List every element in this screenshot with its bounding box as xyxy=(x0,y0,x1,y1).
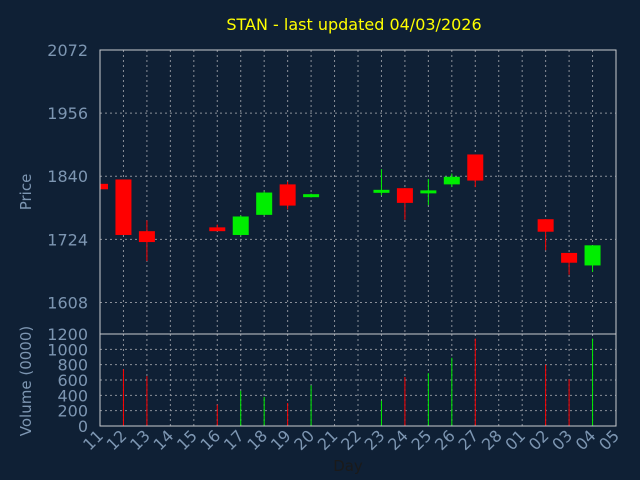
candle-body xyxy=(537,219,554,232)
candle-body xyxy=(396,188,413,203)
price-tick-label: 1956 xyxy=(47,104,88,123)
volume-tick-label: 0 xyxy=(78,417,88,436)
candle-body xyxy=(256,192,273,215)
volume-tick-label: 200 xyxy=(57,402,88,421)
price-tick-label: 1840 xyxy=(47,167,88,186)
candle-body xyxy=(209,227,226,232)
volume-tick-label: 800 xyxy=(57,356,88,375)
candle-body xyxy=(279,184,296,206)
x-axis-title: Day xyxy=(333,457,363,475)
x-tick-label: 05 xyxy=(595,426,623,454)
volume-axis-title: Volume (0000) xyxy=(17,326,35,436)
candle-body xyxy=(443,176,460,185)
volume-panel-frame xyxy=(99,333,617,427)
price-axis-title: Price xyxy=(17,174,35,211)
volume-tick-label: 1200 xyxy=(47,325,88,344)
candle-body xyxy=(115,179,132,235)
candle-body xyxy=(138,231,155,243)
candle-body xyxy=(303,194,320,198)
price-tick-label: 1608 xyxy=(47,293,88,312)
price-tick-label: 2072 xyxy=(47,41,88,60)
candle-body xyxy=(561,252,578,263)
candle-body xyxy=(232,216,249,235)
volume-tick-label: 400 xyxy=(57,386,88,405)
price-tick-label: 1724 xyxy=(47,230,88,249)
candle-body xyxy=(420,190,437,194)
chart-title: STAN - last updated 04/03/2026 xyxy=(226,15,481,34)
candle-body xyxy=(100,183,108,190)
volume-tick-label: 600 xyxy=(57,371,88,390)
volume-tick-label: 1000 xyxy=(47,340,88,359)
candle-body xyxy=(467,154,484,181)
candle-body xyxy=(584,245,601,266)
candle-body xyxy=(373,189,390,193)
